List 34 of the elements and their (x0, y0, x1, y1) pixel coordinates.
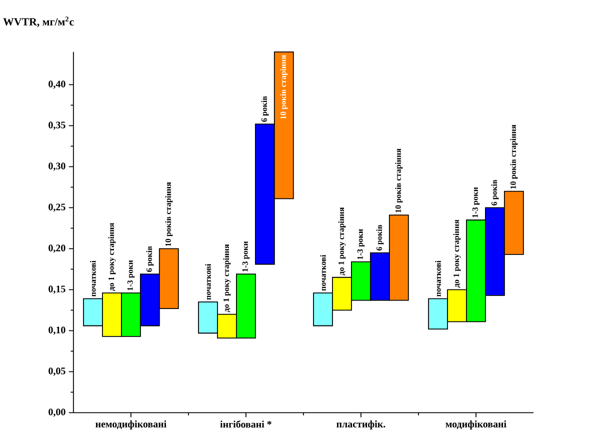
y-tick-label: 0,40 (48, 80, 66, 89)
text: початкові (320, 254, 326, 291)
text: до 1 року старіння (223, 244, 231, 312)
y-tick-label: 0,35 (48, 122, 66, 130)
y-tick-label: 0,10 (48, 326, 66, 335)
text: 6 років (261, 96, 269, 122)
text: 6 років (491, 180, 499, 206)
text: початкові (205, 264, 211, 300)
text: до 1 року старіння (338, 208, 346, 276)
y-tick-label: 0,05 (48, 368, 66, 376)
text: початкові (90, 260, 96, 297)
text: 1-3 роки (472, 187, 480, 218)
text: 1-3 роки (127, 260, 135, 290)
text: 6 років (376, 225, 384, 251)
text: 10 років старіння (510, 124, 518, 189)
x-tick-label: інгібовані * (220, 420, 272, 428)
x-tick-label: модифіковані (446, 420, 506, 430)
y-tick-label: 0,20 (48, 244, 66, 253)
y-axis-title: WVTR, мг/м$^{2}$с (3, 16, 74, 28)
text: 10 років старіння (165, 182, 173, 246)
text: початкові (435, 260, 441, 297)
text: 10 років старіння (395, 148, 403, 213)
y-tick-label: 0,30 (48, 162, 66, 171)
text: до 1 року старіння (453, 220, 461, 288)
text: 10 років старіння (280, 55, 288, 119)
y-tick-label: 0,25 (48, 204, 66, 212)
text: до 1 року старіння (108, 223, 116, 291)
y-tick-label: 0,00 (48, 408, 66, 417)
text: 1-3 роки (242, 241, 250, 272)
x-tick-label: пластифік. (336, 420, 386, 430)
x-tick-label: немодифіковані (96, 420, 166, 430)
text: 1-3 роки (357, 229, 365, 260)
y-tick-label: 0,15 (48, 286, 66, 294)
text: 6 років (146, 246, 154, 272)
